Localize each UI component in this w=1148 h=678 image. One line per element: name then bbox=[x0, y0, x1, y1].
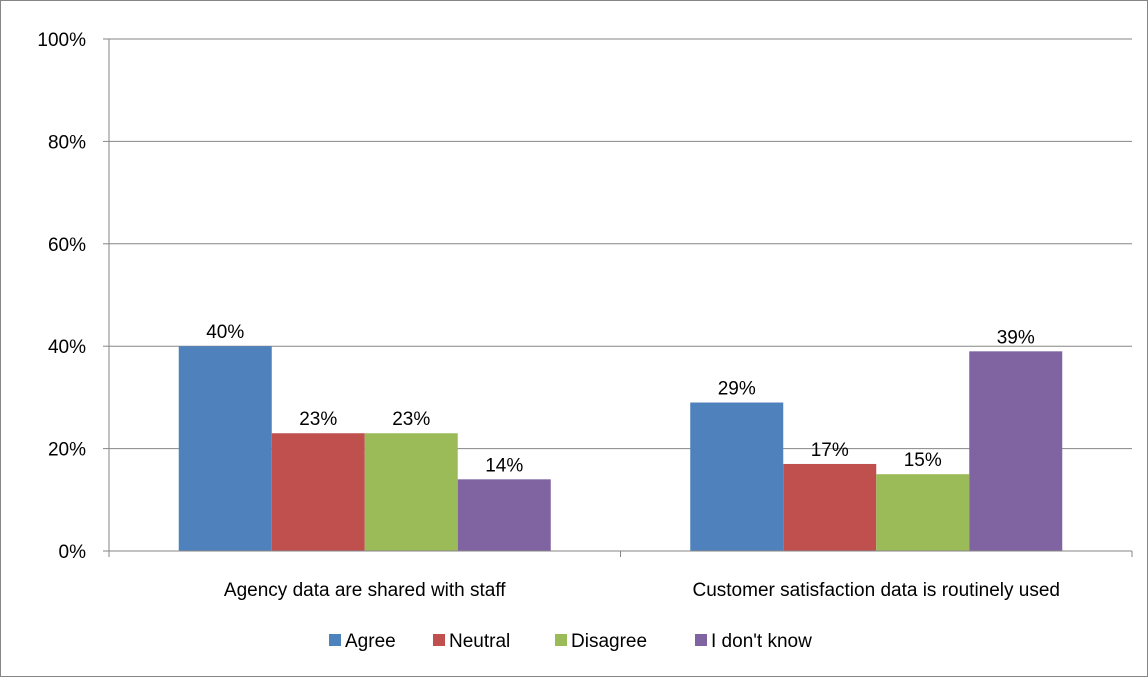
bar bbox=[783, 463, 877, 551]
data-label: 17% bbox=[811, 440, 849, 461]
legend-swatch bbox=[329, 634, 341, 646]
legend-label: I don't know bbox=[711, 631, 812, 652]
y-tick-label: 40% bbox=[48, 337, 86, 358]
bars bbox=[178, 346, 1063, 551]
bar bbox=[690, 402, 784, 551]
legend-swatch bbox=[433, 634, 445, 646]
bar bbox=[876, 474, 970, 551]
data-label: 29% bbox=[718, 379, 756, 400]
y-tick-label: 0% bbox=[59, 542, 87, 563]
y-tick-label: 60% bbox=[48, 235, 86, 256]
legend: Agree Neutral Disagree I don't know bbox=[329, 631, 812, 652]
legend-label: Agree bbox=[345, 631, 396, 652]
legend-label: Disagree bbox=[571, 631, 647, 652]
bar bbox=[271, 433, 365, 551]
bar bbox=[364, 433, 458, 551]
bar bbox=[178, 346, 272, 551]
category-label: Agency data are shared with staff bbox=[224, 580, 506, 601]
axes bbox=[103, 38, 1133, 557]
y-tick-label: 100% bbox=[37, 30, 86, 51]
legend-label: Neutral bbox=[449, 631, 510, 652]
category-label: Customer satisfaction data is routinely … bbox=[692, 580, 1060, 601]
y-axis-ticks: 0% 20% 40% 60% 80% 100% bbox=[37, 30, 86, 563]
y-tick-label: 80% bbox=[48, 132, 86, 153]
bar bbox=[457, 479, 551, 551]
data-label: 14% bbox=[485, 455, 523, 476]
data-label: 39% bbox=[997, 327, 1035, 348]
data-label: 40% bbox=[206, 322, 244, 343]
data-label: 15% bbox=[904, 450, 942, 471]
legend-swatch bbox=[695, 634, 707, 646]
y-tick-label: 20% bbox=[48, 440, 86, 461]
data-labels: 40% 23% 23% 14% 29% 17% 15% 39% bbox=[206, 322, 1035, 476]
bar bbox=[969, 351, 1063, 551]
legend-swatch bbox=[555, 634, 567, 646]
data-label: 23% bbox=[392, 409, 430, 430]
gridlines bbox=[109, 38, 1132, 450]
category-labels: Agency data are shared with staff Custome… bbox=[224, 580, 1060, 601]
data-label: 23% bbox=[299, 409, 337, 430]
